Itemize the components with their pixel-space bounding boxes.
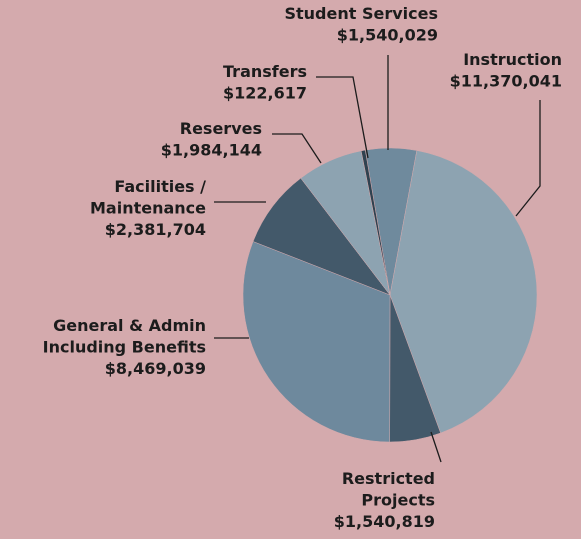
category-label: Student Services — [284, 4, 438, 23]
category-label: Instruction — [463, 50, 562, 69]
leader-line — [430, 431, 442, 463]
leader-line — [316, 76, 369, 159]
category-label: Reserves — [180, 119, 262, 138]
category-label: Facilities / Maintenance — [90, 177, 206, 218]
value-label: $8,469,039 — [105, 359, 206, 378]
leader-line — [272, 133, 322, 164]
category-label: Restricted Projects — [342, 469, 435, 510]
value-label: $1,984,144 — [161, 141, 262, 160]
pie-slice — [389, 150, 538, 434]
value-label: $2,381,704 — [105, 220, 206, 239]
leader-line — [515, 100, 541, 217]
value-label: $1,540,819 — [334, 512, 435, 531]
value-label: $122,617 — [223, 84, 307, 103]
value-label: $11,370,041 — [450, 72, 562, 91]
pie-slice — [242, 241, 391, 443]
pie-slice — [360, 149, 391, 296]
category-label: Transfers — [223, 62, 307, 81]
value-label: $1,540,029 — [337, 26, 438, 45]
category-label: General & Admin Including Benefits — [43, 316, 206, 357]
